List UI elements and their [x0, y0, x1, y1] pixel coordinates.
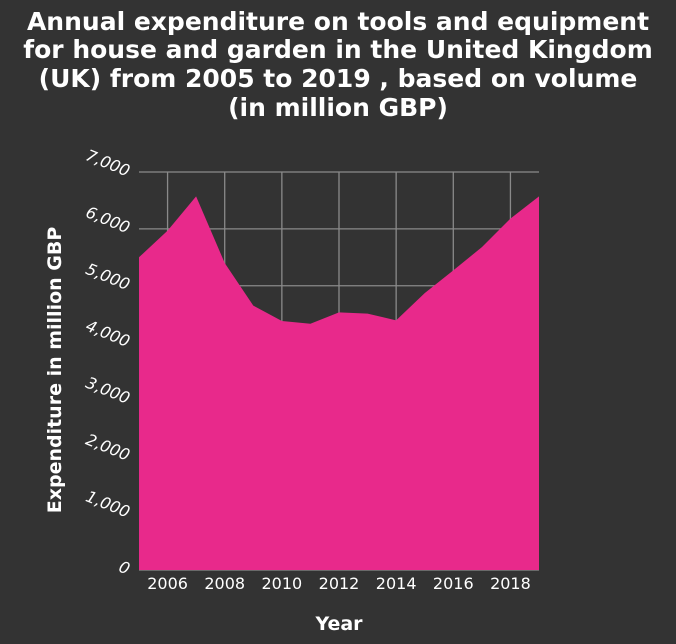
x-tick-label-2012: 2012: [319, 574, 360, 593]
x-tick-label-2010: 2010: [261, 574, 302, 593]
x-tick-label-2018: 2018: [490, 574, 531, 593]
chart-title-line-2: for house and garden in the United Kingd…: [23, 35, 653, 64]
x-tick-label-2008: 2008: [204, 574, 245, 593]
x-tick-label-2016: 2016: [433, 574, 474, 593]
x-axis-ticks: 2006 2008 2010 2012 2014 2016 2018: [147, 574, 531, 593]
chart-title-line-1: Annual expenditure on tools and equipmen…: [27, 7, 649, 36]
area-series: [139, 196, 539, 570]
x-tick-label-2006: 2006: [147, 574, 188, 593]
x-axis-label: Year: [314, 613, 363, 635]
chart-title-line-4: (in million GBP): [228, 93, 448, 122]
x-tick-label-2014: 2014: [376, 574, 417, 593]
y-axis-label: Expenditure in million GBP: [44, 227, 66, 514]
chart-title-line-3: (UK) from 2005 to 2019 , based on volume: [39, 64, 638, 93]
area-series-layer: [139, 196, 539, 570]
